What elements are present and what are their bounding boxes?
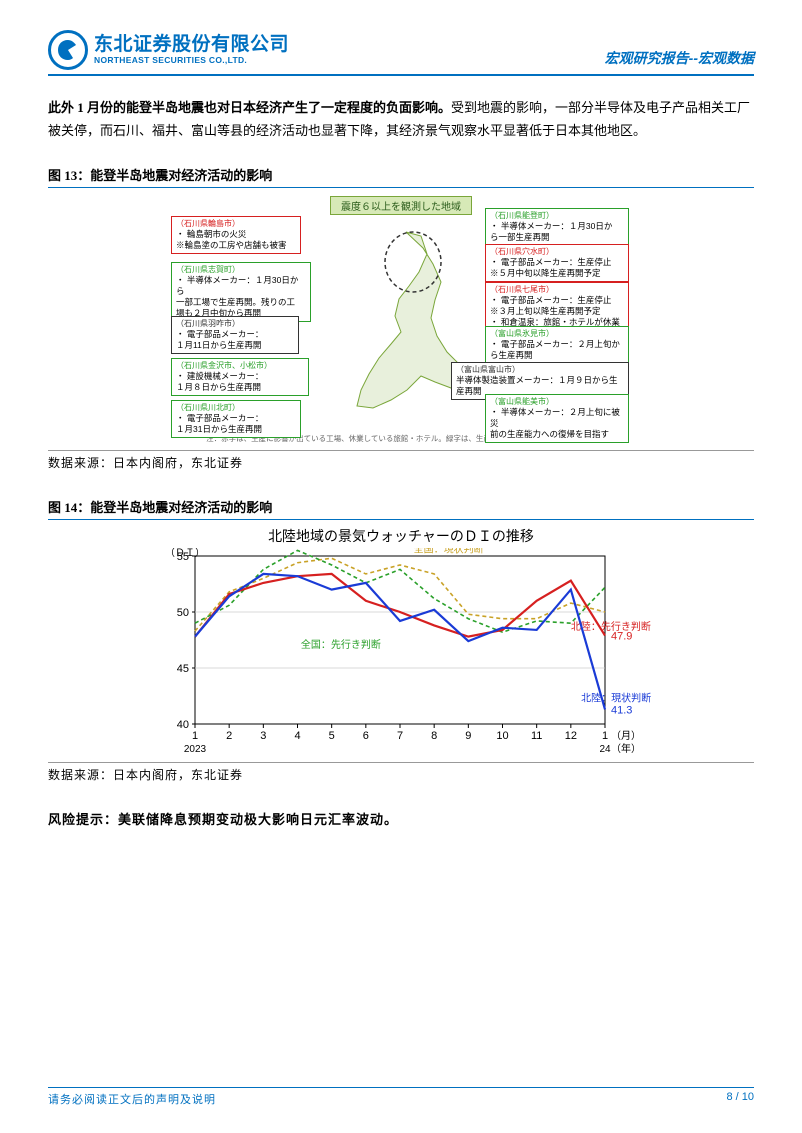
svg-text:12: 12 [565,730,577,742]
fig14-chart-svg: 40455055（ＤＩ）1234567891011121202324（月）（年）… [151,548,651,758]
svg-text:24: 24 [599,744,611,755]
fig13-area: 震度６以上を観測した地域 注：赤字は、生産に影響が出ている工場、休業している旅館… [48,194,754,444]
page-footer: 请务必阅读正文后的声明及说明 8 / 10 [48,1087,754,1107]
header-doc-type: 宏观研究报告--宏观数据 [605,48,754,70]
logo-text-en: NORTHEAST SECURITIES CO.,LTD. [94,56,289,65]
fig13-callout: （石川県輪島市）・ 輪島朝市の火災 ※輪島塗の工房や店舗も被害 [171,216,301,254]
intro-lead: 此外 1 月份的能登半岛地震也对日本经济产生了一定程度的负面影响。 [48,100,451,115]
svg-text:1: 1 [602,730,608,742]
fig13-callout: （石川県志賀町）・ 半導体メーカー：１月30日から 一部工場で生産再開。残りの工… [171,262,311,323]
svg-text:2: 2 [226,730,232,742]
logo-text-cn: 东北证券股份有限公司 [94,35,289,56]
svg-text:9: 9 [465,730,471,742]
fig13-callout: （石川県金沢市、小松市）・ 建設機械メーカー： １月８日から生産再開 [171,358,309,396]
svg-text:5: 5 [329,730,335,742]
footer-disclaimer: 请务必阅读正文后的声明及说明 [48,1091,216,1107]
svg-text:2023: 2023 [184,744,207,755]
fig13-title: 图 13：能登半岛地震对经济活动的影响 [48,165,754,188]
svg-text:7: 7 [397,730,403,742]
fig13-callout: （石川県七尾市）・ 電子部品メーカー：生産停止 ※３月上旬以降生産再開予定 ・ … [485,282,629,332]
svg-text:50: 50 [177,607,189,619]
svg-text:（ＤＩ）: （ＤＩ） [165,548,205,559]
fig13-source: 数据来源：日本内阁府，东北证券 [48,450,754,471]
svg-text:11: 11 [531,730,542,742]
svg-text:1: 1 [192,730,198,742]
svg-text:全国：現状判断: 全国：現状判断 [414,548,484,556]
page-header: 东北证券股份有限公司 NORTHEAST SECURITIES CO.,LTD.… [48,30,754,76]
svg-text:4: 4 [294,730,300,742]
fig13-callout: （石川県川北町）・ 電子部品メーカー： １月31日から生産再開 [171,400,301,438]
svg-text:8: 8 [431,730,437,742]
svg-text:6: 6 [363,730,369,742]
footer-page-number: 8 / 10 [726,1091,754,1107]
fig14-chart-title: 北陸地域の景気ウォッチャーのＤＩの推移 [151,526,651,546]
svg-text:41.3: 41.3 [611,704,632,716]
fig13-callout: （石川県穴水町）・ 電子部品メーカー：生産停止 ※５月中旬以降生産再開予定 [485,244,629,282]
company-logo-icon [48,30,88,70]
intro-paragraph: 此外 1 月份的能登半岛地震也对日本经济产生了一定程度的负面影响。受到地震的影响… [48,96,754,143]
fig13-map-title: 震度６以上を観測した地域 [330,196,472,215]
svg-text:47.9: 47.9 [611,630,632,642]
risk-note: 风险提示：美联储降息预期变动极大影响日元汇率波动。 [48,809,754,828]
svg-text:全国：先行き判断: 全国：先行き判断 [301,638,381,651]
fig13-callout: （石川県能登町）・ 半導体メーカー：１月30日か ら一部生産再開 [485,208,629,246]
fig13-callout: （石川県羽咋市）・ 電子部品メーカー： １月11日から生産再開 [171,316,299,354]
svg-text:3: 3 [260,730,266,742]
svg-text:（月）: （月） [611,730,641,742]
fig14-area: 北陸地域の景気ウォッチャーのＤＩの推移 40455055（ＤＩ）12345678… [48,526,754,756]
svg-text:10: 10 [496,730,508,742]
fig14-title: 图 14：能登半岛地震对经济活动的影响 [48,497,754,520]
fig14-source: 数据来源：日本内阁府，东北证券 [48,762,754,783]
svg-text:40: 40 [177,719,189,731]
svg-text:（年）: （年） [611,742,641,755]
fig13-callout: （富山県氷見市）・ 電子部品メーカー：２月上旬か ら生産再開 [485,326,629,364]
svg-text:45: 45 [177,663,189,675]
logo-block: 东北证券股份有限公司 NORTHEAST SECURITIES CO.,LTD. [48,30,289,70]
svg-text:北陸：現状判断: 北陸：現状判断 [581,691,651,704]
fig13-callout: （富山県能美市）・ 半導体メーカー：２月上旬に被災 前の生産能力への復帰を目指す [485,394,629,444]
